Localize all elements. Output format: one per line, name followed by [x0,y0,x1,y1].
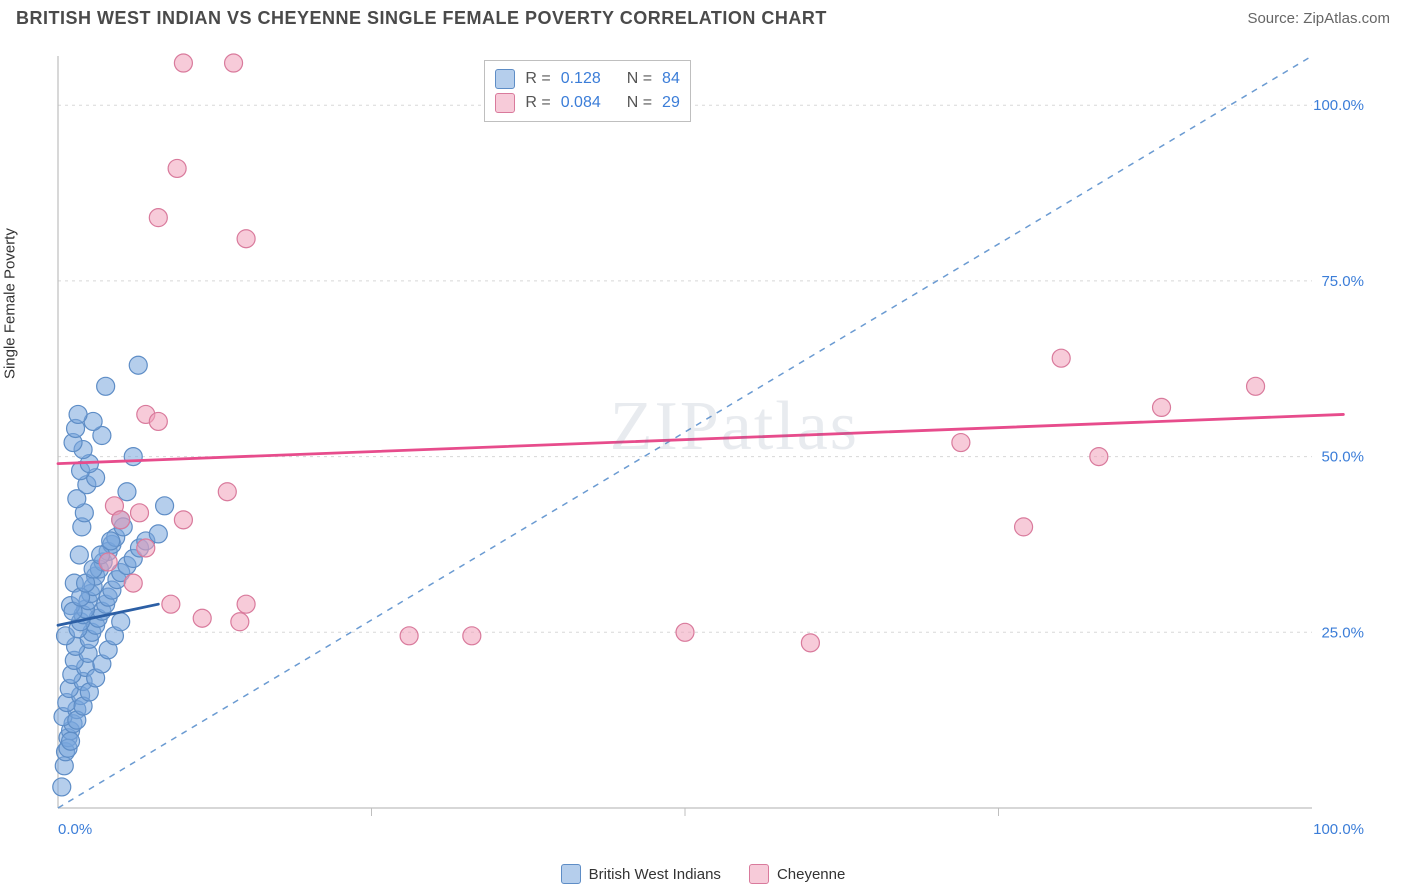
bottom-legend: British West Indians Cheyenne [0,864,1406,884]
svg-text:100.0%: 100.0% [1313,821,1364,838]
data-point [149,412,167,430]
legend-swatch [495,93,515,113]
svg-text:25.0%: 25.0% [1321,624,1364,641]
legend-swatch [749,864,769,884]
data-point [1052,349,1070,367]
legend-swatch [561,864,581,884]
correlation-legend: R = 0.128N = 84R = 0.084N = 29 [484,60,690,122]
data-point [149,525,167,543]
data-point [131,504,149,522]
legend-item: British West Indians [561,864,721,884]
data-point [400,627,418,645]
data-point [124,574,142,592]
data-point [97,377,115,395]
data-point [62,732,80,750]
data-point [53,778,71,796]
data-point [162,595,180,613]
chart-area: Single Female Poverty 25.0%50.0%75.0%100… [16,48,1390,844]
data-point [193,609,211,627]
legend-item: Cheyenne [749,864,845,884]
data-point [463,627,481,645]
chart-source: Source: ZipAtlas.com [1247,10,1390,27]
data-point [676,623,694,641]
svg-text:0.0%: 0.0% [58,821,92,838]
data-point [168,159,186,177]
data-point [237,230,255,248]
data-point [112,613,130,631]
data-point [129,356,147,374]
correlation-row: R = 0.084N = 29 [495,91,679,115]
data-point [218,483,236,501]
y-axis-title: Single Female Poverty [2,228,19,379]
data-point [102,532,120,550]
data-point [99,553,117,571]
chart-header: BRITISH WEST INDIAN VS CHEYENNE SINGLE F… [0,0,1406,33]
data-point [112,511,130,529]
data-point [174,511,192,529]
data-point [1247,377,1265,395]
data-point [124,448,142,466]
data-point [801,634,819,652]
chart-title: BRITISH WEST INDIAN VS CHEYENNE SINGLE F… [16,8,827,29]
data-point [149,209,167,227]
data-point [231,613,249,631]
legend-label: British West Indians [589,866,721,883]
svg-text:75.0%: 75.0% [1321,273,1364,290]
legend-label: Cheyenne [777,866,845,883]
svg-text:50.0%: 50.0% [1321,449,1364,466]
data-point [237,595,255,613]
scatter-chart: 25.0% 50.0% 75.0% 100.0% 0.0% 100.0% [16,48,1390,844]
data-point [1153,398,1171,416]
data-point [118,483,136,501]
data-point [70,546,88,564]
svg-text:100.0%: 100.0% [1313,97,1364,114]
correlation-row: R = 0.128N = 84 [495,67,679,91]
data-point [952,434,970,452]
data-point [174,54,192,72]
data-point [69,405,87,423]
data-point [1090,448,1108,466]
legend-swatch [495,69,515,89]
data-point [156,497,174,515]
data-point [1015,518,1033,536]
data-point [225,54,243,72]
data-point [137,539,155,557]
